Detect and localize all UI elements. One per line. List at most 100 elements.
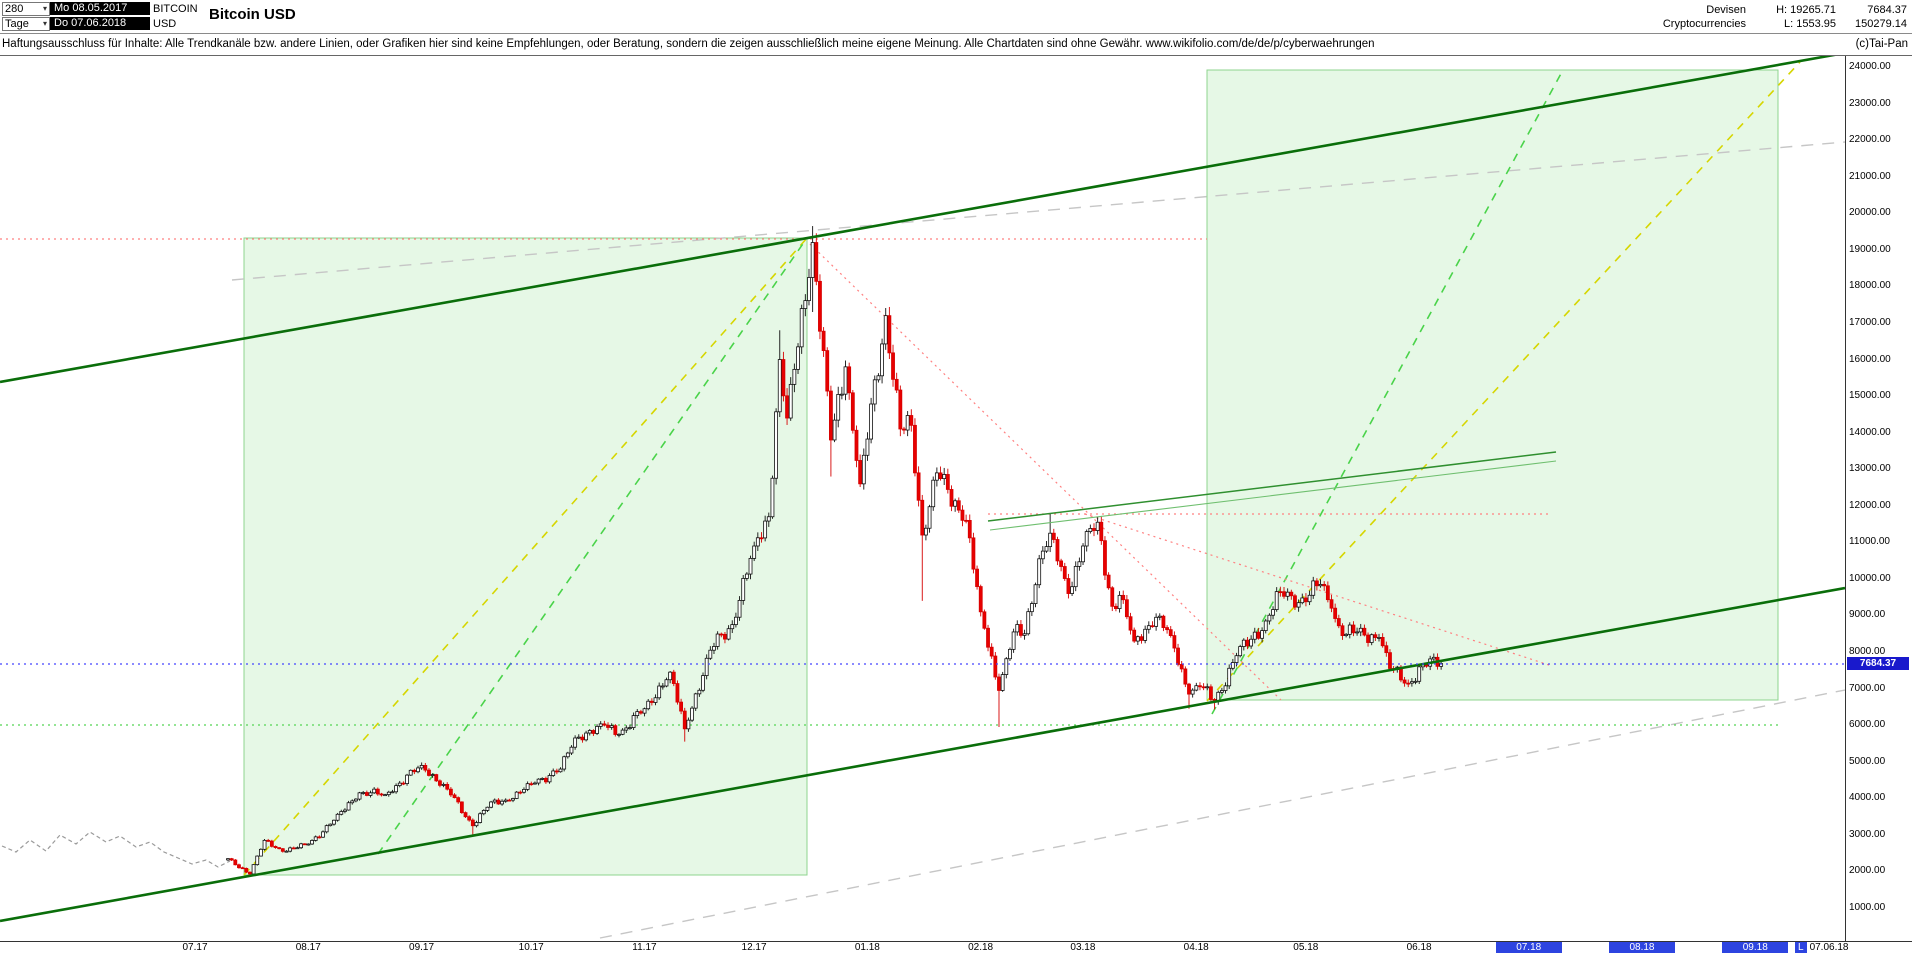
candle-up — [755, 537, 760, 547]
candle-down — [1183, 668, 1188, 685]
candle-down — [591, 730, 596, 734]
candle-down — [649, 700, 654, 703]
candle-down — [438, 780, 442, 786]
candle-down — [1406, 682, 1411, 685]
candle-up — [1077, 561, 1082, 567]
candle-down — [1336, 618, 1341, 627]
candle-down — [781, 359, 786, 397]
candle-up — [752, 545, 757, 559]
candle-up — [810, 242, 815, 278]
candle-down — [909, 415, 914, 426]
candle-up — [1355, 631, 1359, 634]
candle-down — [1179, 664, 1184, 670]
candle-down — [964, 519, 969, 522]
candle-up — [1205, 686, 1210, 689]
candle-down — [280, 848, 285, 852]
candle-up — [934, 472, 939, 481]
candle-up — [372, 788, 377, 794]
candle-up — [1088, 528, 1093, 532]
candle-down — [671, 671, 676, 684]
candle-down — [938, 472, 943, 480]
candle-down — [248, 871, 252, 875]
candle-down — [1092, 528, 1096, 531]
category-line-1: Devisen — [1706, 4, 1746, 16]
candle-up — [1048, 532, 1053, 548]
high-low-block: H: 19265.71 L: 1553.95 — [1776, 3, 1836, 31]
candle-up — [1311, 580, 1316, 596]
disclaimer-bar: Haftungsausschluss für Inhalte: Alle Tre… — [0, 34, 1912, 56]
candle-down — [818, 280, 822, 332]
candle-up — [1234, 655, 1239, 663]
period-dropdown[interactable]: 280 ▾ — [2, 2, 50, 16]
candle-up — [1238, 646, 1243, 657]
candle-down — [1150, 625, 1155, 628]
candle-down — [1106, 574, 1111, 589]
candle-down — [887, 315, 892, 354]
candle-down — [1209, 686, 1213, 700]
candle-up — [441, 783, 446, 786]
candle-up — [624, 727, 629, 731]
candle-down — [291, 847, 296, 850]
candle-up — [522, 789, 526, 793]
candle-up — [343, 809, 347, 812]
candle-down — [675, 683, 680, 703]
candle-down — [1293, 595, 1297, 608]
candle-up — [1154, 616, 1159, 627]
candle-up — [609, 725, 614, 728]
candle-up — [299, 843, 303, 849]
green-rising-resistance-2 — [989, 460, 1557, 531]
candle-up — [777, 359, 782, 413]
candle-up — [1358, 627, 1363, 633]
candle-up — [1431, 656, 1436, 660]
candle-up — [617, 733, 621, 736]
period-unit-dropdown[interactable]: Tage ▾ — [2, 17, 50, 31]
time-axis[interactable]: L 07.06.18 07.17 08.17 09.17 10.17 11.17 12.1… — [0, 941, 1912, 953]
candle-down — [978, 586, 983, 613]
price-axis-label: 2000.00 — [1849, 865, 1886, 877]
candle-up — [1369, 634, 1374, 643]
candle-up — [514, 791, 519, 799]
candle-down — [266, 839, 271, 842]
price-axis[interactable]: 24000.00 23000.00 22000.00 21000.00 20000.00… — [1845, 55, 1912, 941]
price-chart-canvas[interactable] — [0, 55, 1845, 941]
candle-up — [1377, 637, 1381, 639]
candle-up — [1033, 584, 1038, 604]
date-to-chip[interactable]: Do 07.06.2018 — [50, 17, 150, 30]
price-axis-label: 11000.00 — [1849, 536, 1890, 548]
candle-up — [737, 600, 742, 618]
candle-up — [576, 736, 581, 739]
candle-down — [237, 864, 241, 869]
category-line-2: Cryptocurrencies — [1662, 18, 1746, 30]
candle-up — [335, 813, 340, 821]
candle-up — [788, 383, 793, 419]
candle-up — [701, 675, 705, 691]
candle-up — [708, 649, 713, 659]
candle-down — [1282, 591, 1286, 597]
candle-down — [982, 611, 987, 629]
candle-up — [226, 858, 230, 861]
candle-up — [734, 616, 738, 626]
candle-up — [562, 756, 567, 770]
candle-down — [1402, 679, 1407, 684]
candle-up — [1026, 611, 1031, 635]
candle-down — [244, 867, 249, 873]
price-axis-label: 10000.00 — [1849, 572, 1891, 584]
candle-up — [525, 783, 530, 790]
candle-up — [328, 823, 333, 827]
candle-down — [229, 858, 234, 861]
candle-up — [1271, 609, 1275, 616]
candle-up — [660, 685, 665, 688]
date-from-chip[interactable]: Mo 08.05.2017 — [50, 2, 150, 15]
candle-up — [726, 628, 731, 640]
lower-channel-trendline — [0, 586, 1845, 923]
candle-up — [861, 454, 866, 485]
candle-up — [1318, 583, 1323, 587]
candle-up — [353, 798, 358, 802]
price-axis-label: 14000.00 — [1849, 426, 1891, 438]
candle-up — [631, 715, 636, 728]
time-axis-label: 07.17 — [182, 942, 208, 953]
yellow-dashed-projection-1 — [243, 237, 808, 876]
candle-down — [434, 774, 439, 782]
price-axis-label: 15000.00 — [1849, 390, 1891, 402]
candle-up — [321, 831, 325, 838]
